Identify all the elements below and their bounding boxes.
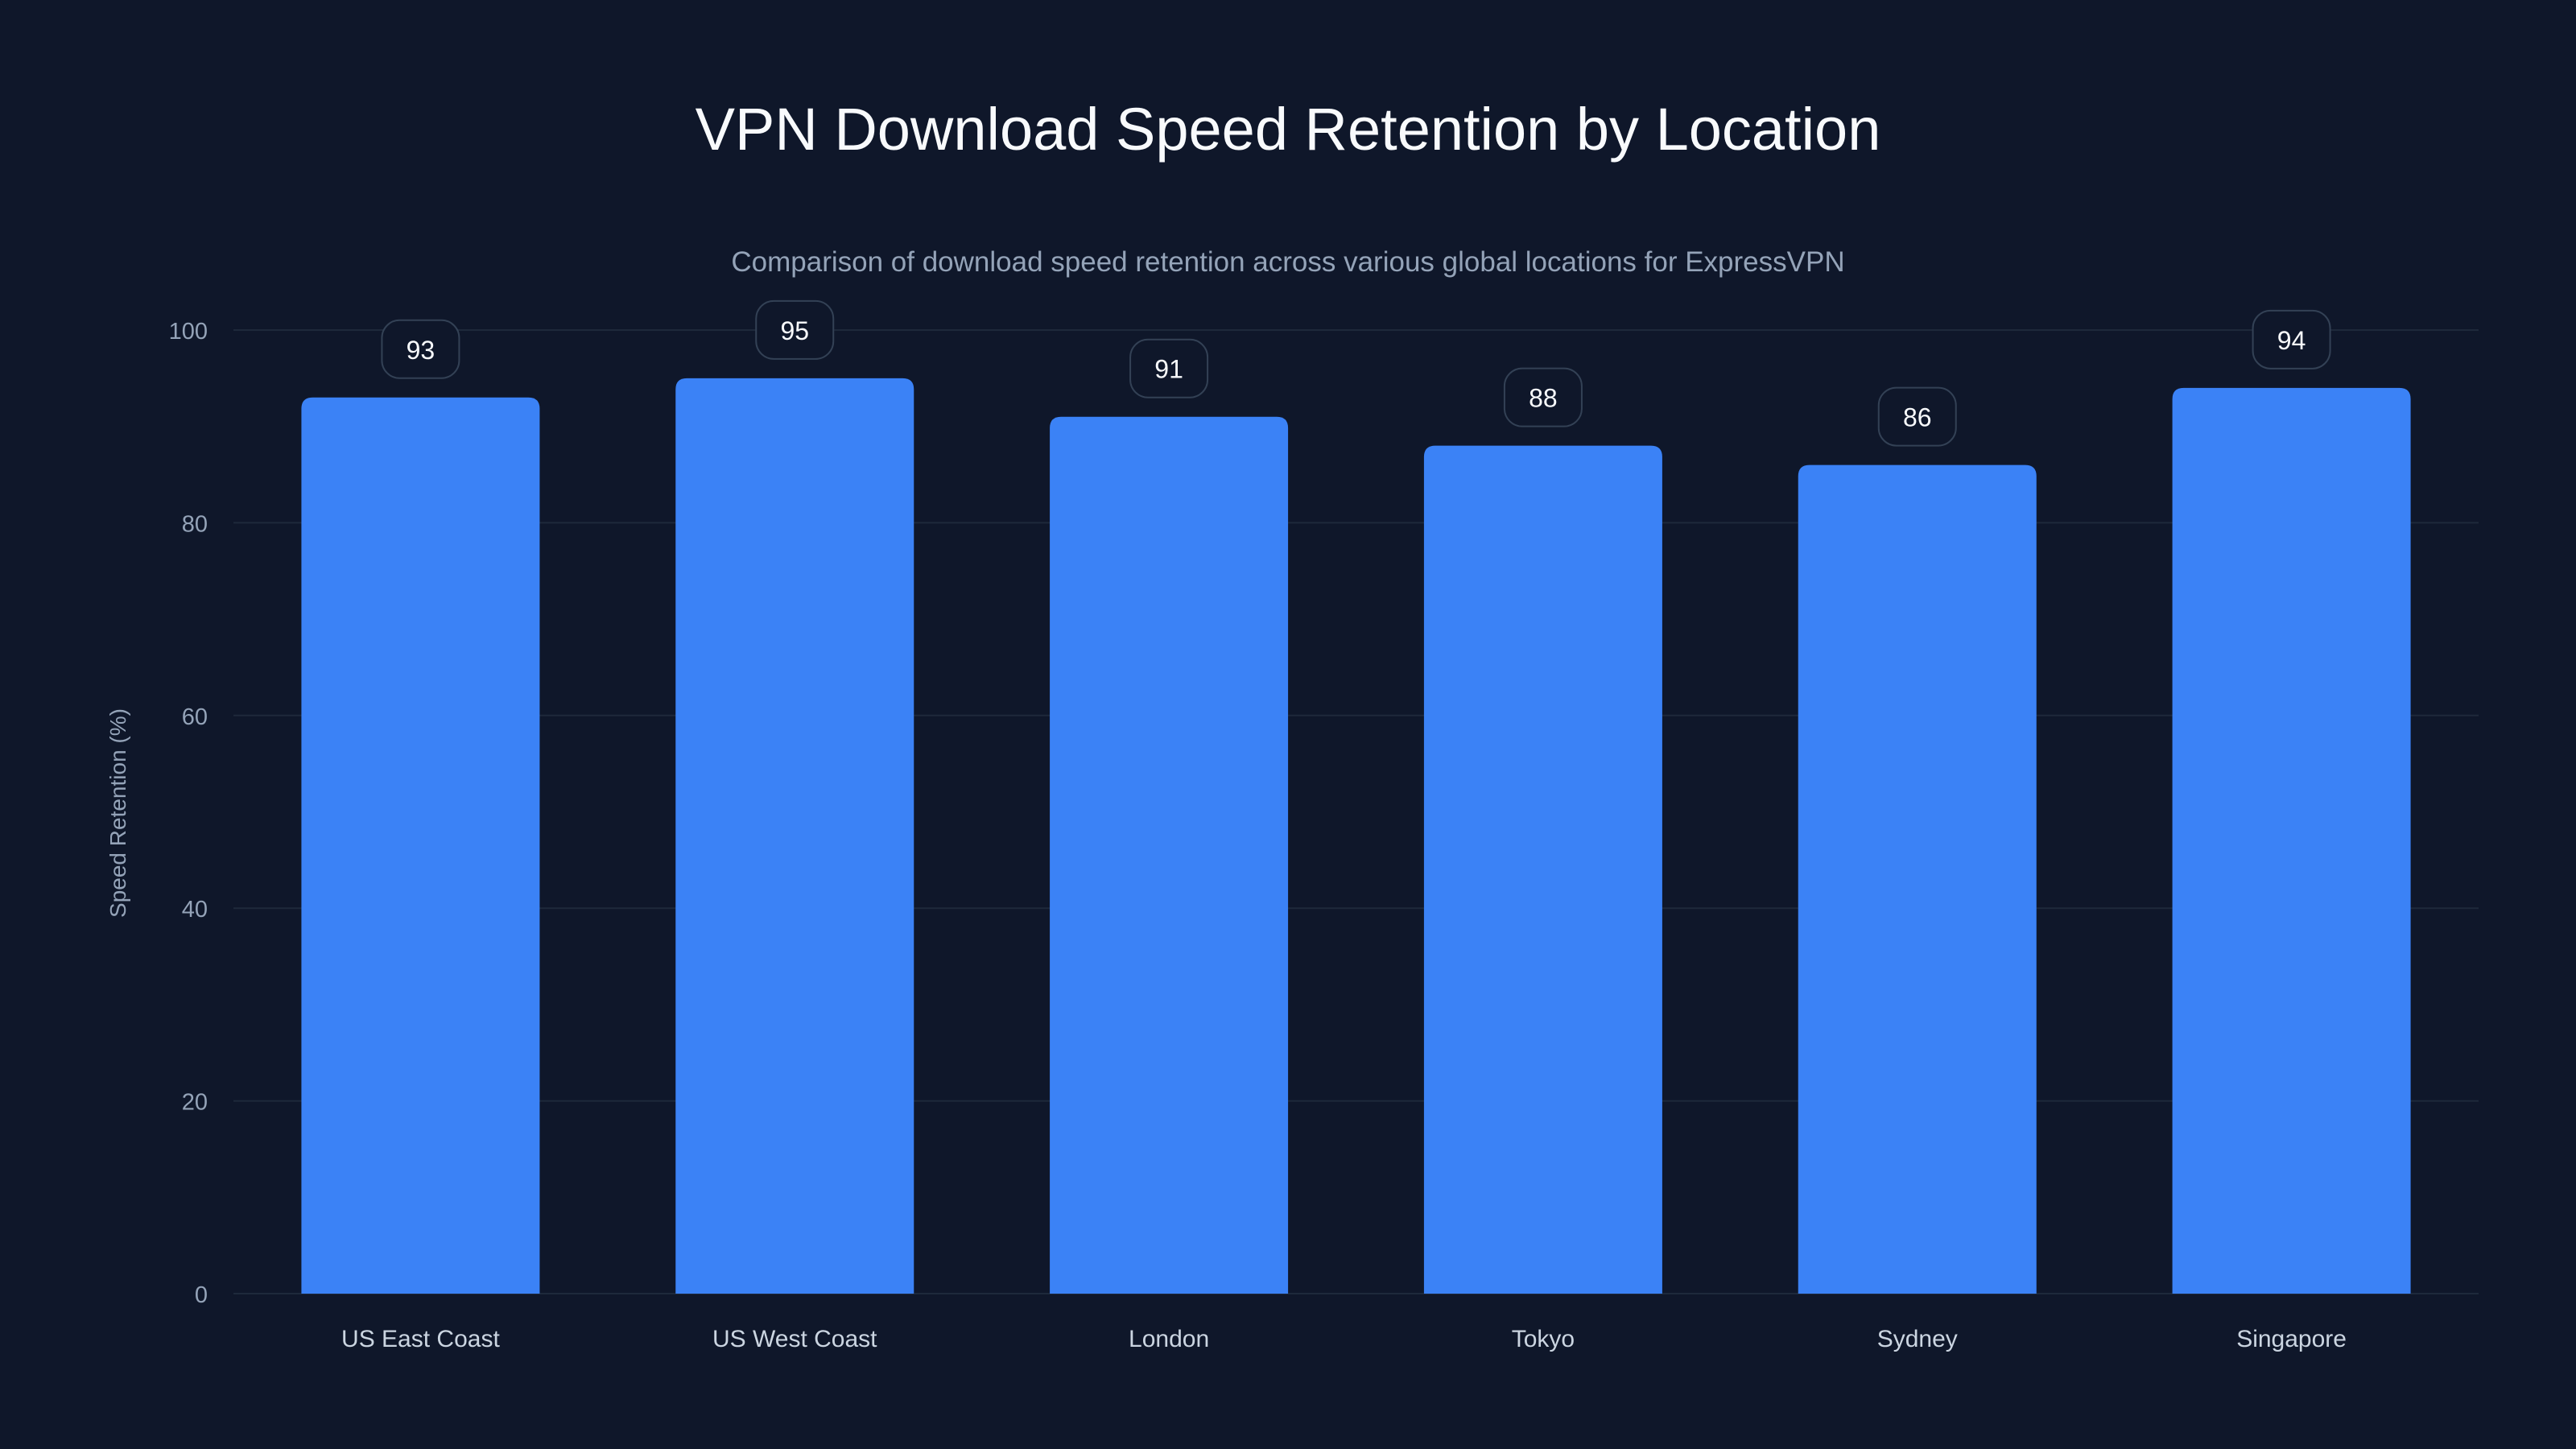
y-tick-label: 20 (182, 1090, 208, 1116)
data-label: 95 (780, 316, 809, 345)
y-tick-label: 80 (182, 511, 208, 537)
data-label-box (1503, 367, 1583, 427)
y-tick-label: 0 (195, 1282, 208, 1308)
x-tick-label: London (1129, 1326, 1209, 1352)
data-label-box (755, 299, 835, 360)
bar (1050, 416, 1289, 1294)
data-label: 91 (1154, 355, 1183, 384)
y-tick-label: 60 (182, 704, 208, 730)
x-tick-label: Sydney (1877, 1326, 1958, 1352)
data-label-box (1877, 386, 1957, 447)
bar (1798, 464, 2037, 1294)
bar (1423, 445, 1662, 1294)
data-label: 86 (1903, 403, 1932, 432)
x-tick-label: Tokyo (1512, 1326, 1575, 1352)
data-label-box (381, 319, 460, 379)
bar (301, 397, 540, 1294)
y-tick-label: 40 (182, 897, 208, 923)
data-label: 94 (2277, 326, 2306, 355)
bar (2172, 387, 2411, 1294)
x-tick-label: US East Coast (341, 1326, 500, 1352)
data-label: 88 (1529, 384, 1558, 413)
x-tick-label: Singapore (2236, 1326, 2347, 1352)
data-label-box (1129, 338, 1209, 398)
y-axis-label: Speed Retention (%) (105, 708, 130, 918)
chart-title: VPN Download Speed Retention by Location (695, 96, 1881, 163)
data-label-box (2252, 309, 2331, 369)
x-tick-label: US West Coast (712, 1326, 877, 1352)
chart-subtitle: Comparison of download speed retention a… (731, 246, 1845, 278)
data-label: 93 (407, 336, 436, 365)
y-tick-label: 100 (169, 319, 208, 345)
bar (675, 378, 914, 1294)
